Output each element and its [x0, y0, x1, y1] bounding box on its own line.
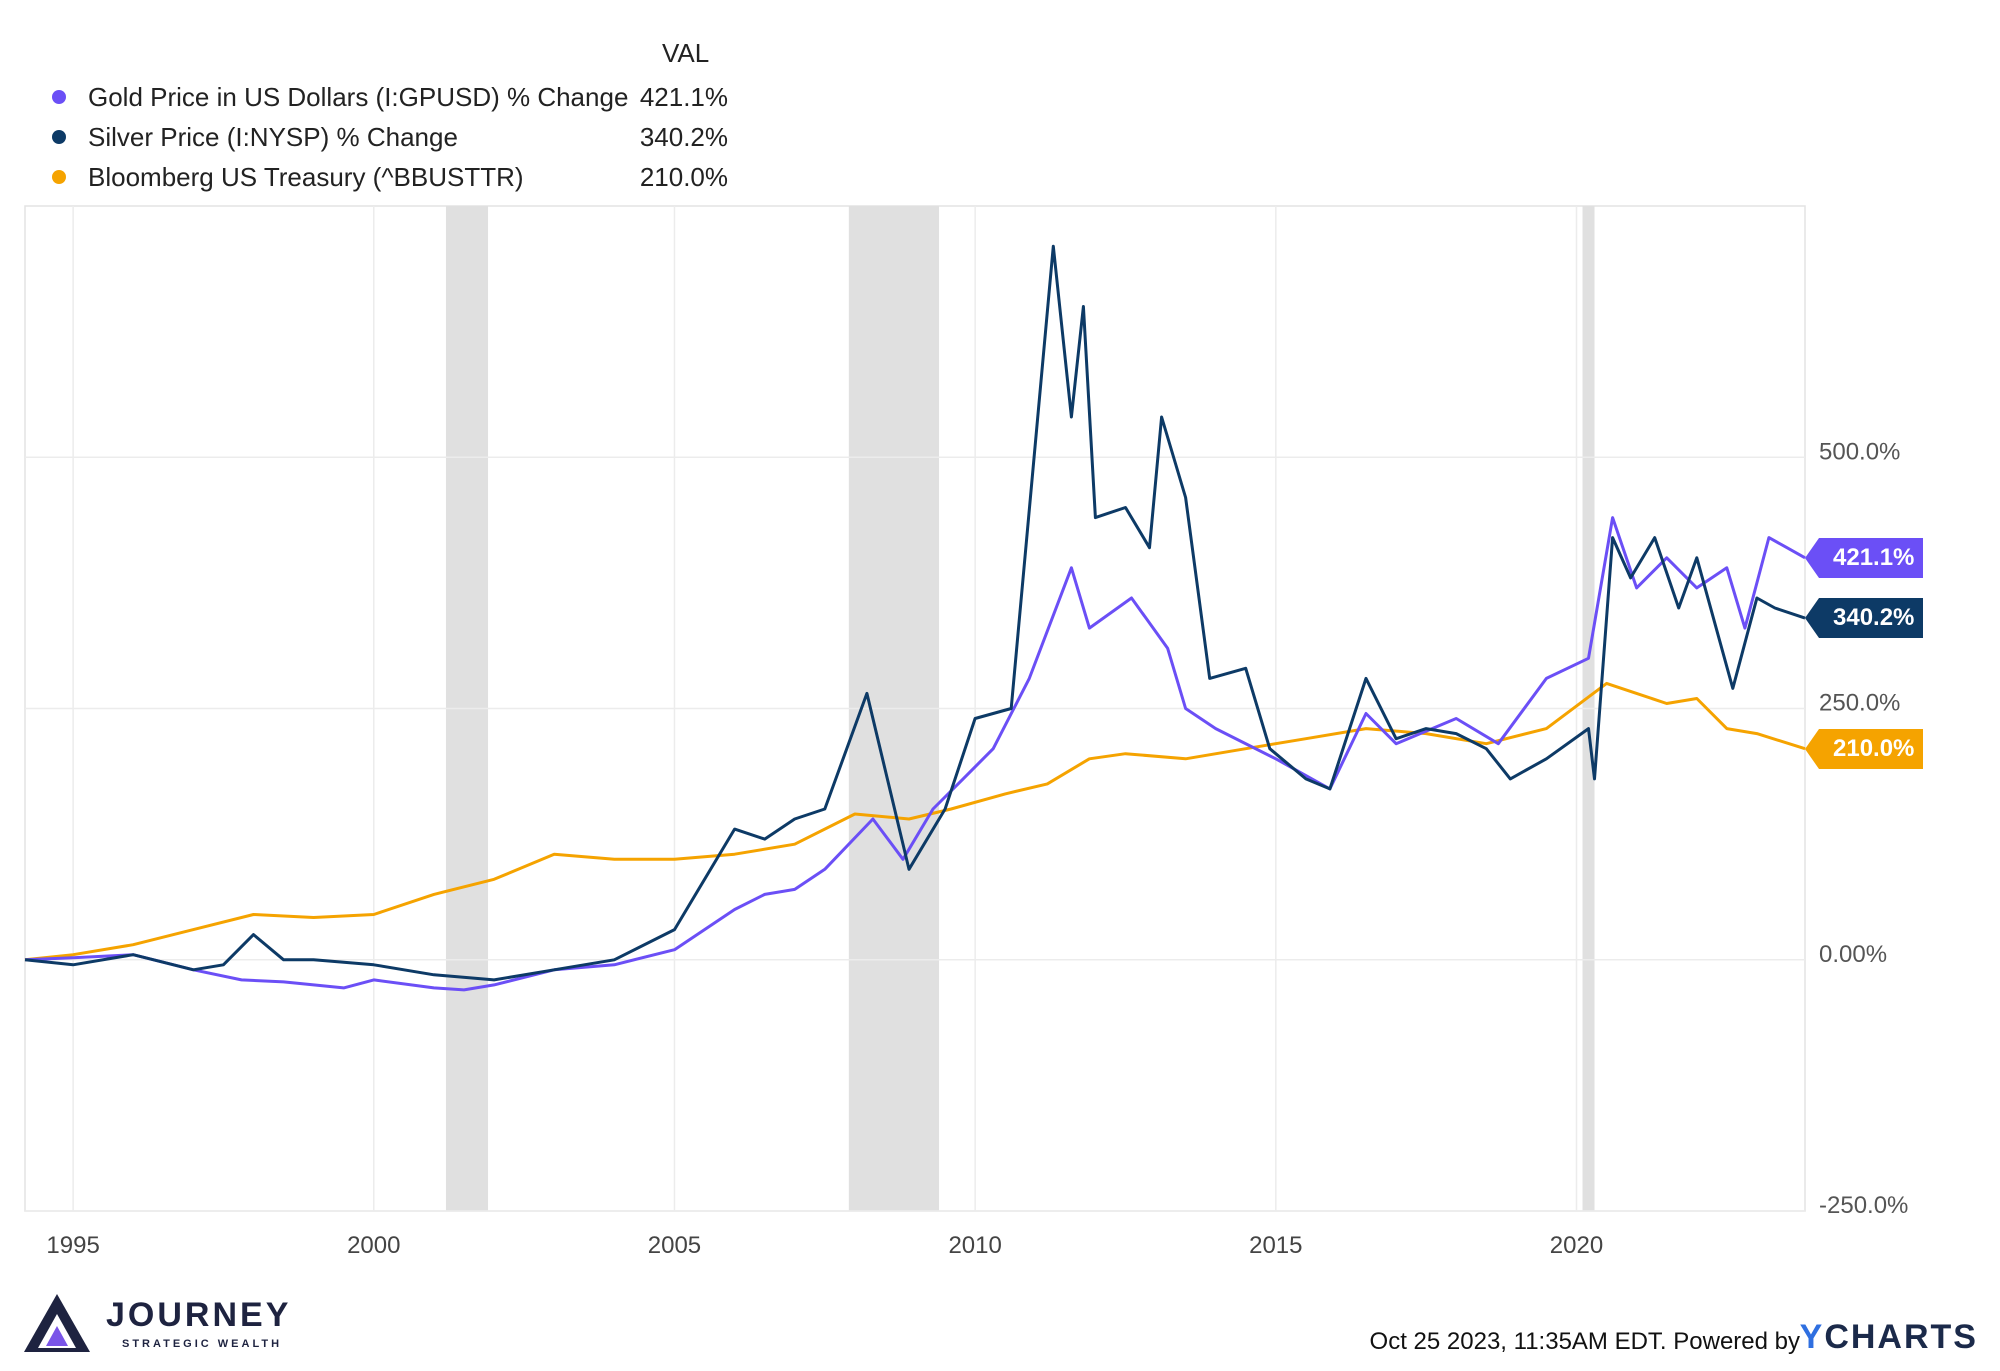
brand-logo: JOURNEY STRATEGIC WEALTH [22, 1292, 322, 1356]
series-line-1 [24, 244, 1806, 982]
ycharts-logo[interactable]: YCHARTS [1800, 1318, 1978, 1357]
legend-item-treasury[interactable]: Bloomberg US Treasury (^BBUSTTR) 210.0% [48, 158, 728, 198]
x-tick-label: 2020 [1550, 1232, 1603, 1259]
legend-item-label: Gold Price in US Dollars (I:GPUSD) % Cha… [88, 82, 629, 112]
x-tick-label: 2010 [948, 1232, 1001, 1259]
legend-header: VAL [662, 38, 710, 68]
axis-ticks: 1995 2000 2005 2010 2015 2020 500.0% 250.0% 0.00… [46, 438, 1908, 1259]
x-tick-label: 2015 [1249, 1232, 1302, 1259]
brand-tagline: STRATEGIC WEALTH [122, 1338, 283, 1350]
legend-dot-gold [52, 90, 66, 104]
ycharts-logo-text: CHARTS [1824, 1318, 1978, 1356]
legend-item-silver[interactable]: Silver Price (I:NYSP) % Change 340.2% [48, 118, 728, 158]
legend-item-value: 421.1% [639, 82, 728, 112]
end-label-silver: 340.2% [1805, 598, 1923, 639]
legend-item-gold[interactable]: Gold Price in US Dollars (I:GPUSD) % Cha… [48, 78, 728, 118]
ycharts-logo-y: Y [1799, 1318, 1825, 1356]
y-tick-label: 500.0% [1819, 438, 1900, 465]
legend-item-value: 340.2% [639, 122, 728, 152]
series-lines [24, 244, 1806, 992]
y-tick-label: 250.0% [1819, 690, 1900, 717]
journey-triangle-icon [24, 1294, 90, 1352]
x-tick-label: 2005 [648, 1232, 701, 1259]
y-tick-label: 0.00% [1819, 941, 1887, 968]
legend-item-value: 210.0% [639, 162, 728, 192]
y-tick-label: -250.0% [1819, 1192, 1908, 1219]
x-tick-label: 1995 [46, 1232, 99, 1259]
end-label-treasury: 210.0% [1805, 728, 1923, 769]
end-label-gold: 421.1% [1805, 537, 1923, 578]
brand-name: JOURNEY [106, 1296, 292, 1334]
x-tick-label: 2000 [347, 1232, 400, 1259]
footer-timestamp: Oct 25 2023, 11:35AM EDT. Powered by [1369, 1328, 1800, 1355]
legend-dot-silver [52, 130, 66, 144]
legend-item-label: Silver Price (I:NYSP) % Change [88, 122, 458, 152]
legend-item-label: Bloomberg US Treasury (^BBUSTTR) [88, 162, 524, 192]
series-line-0 [24, 516, 1806, 992]
series-line-2 [24, 681, 1806, 962]
legend-dot-treasury [52, 170, 66, 184]
